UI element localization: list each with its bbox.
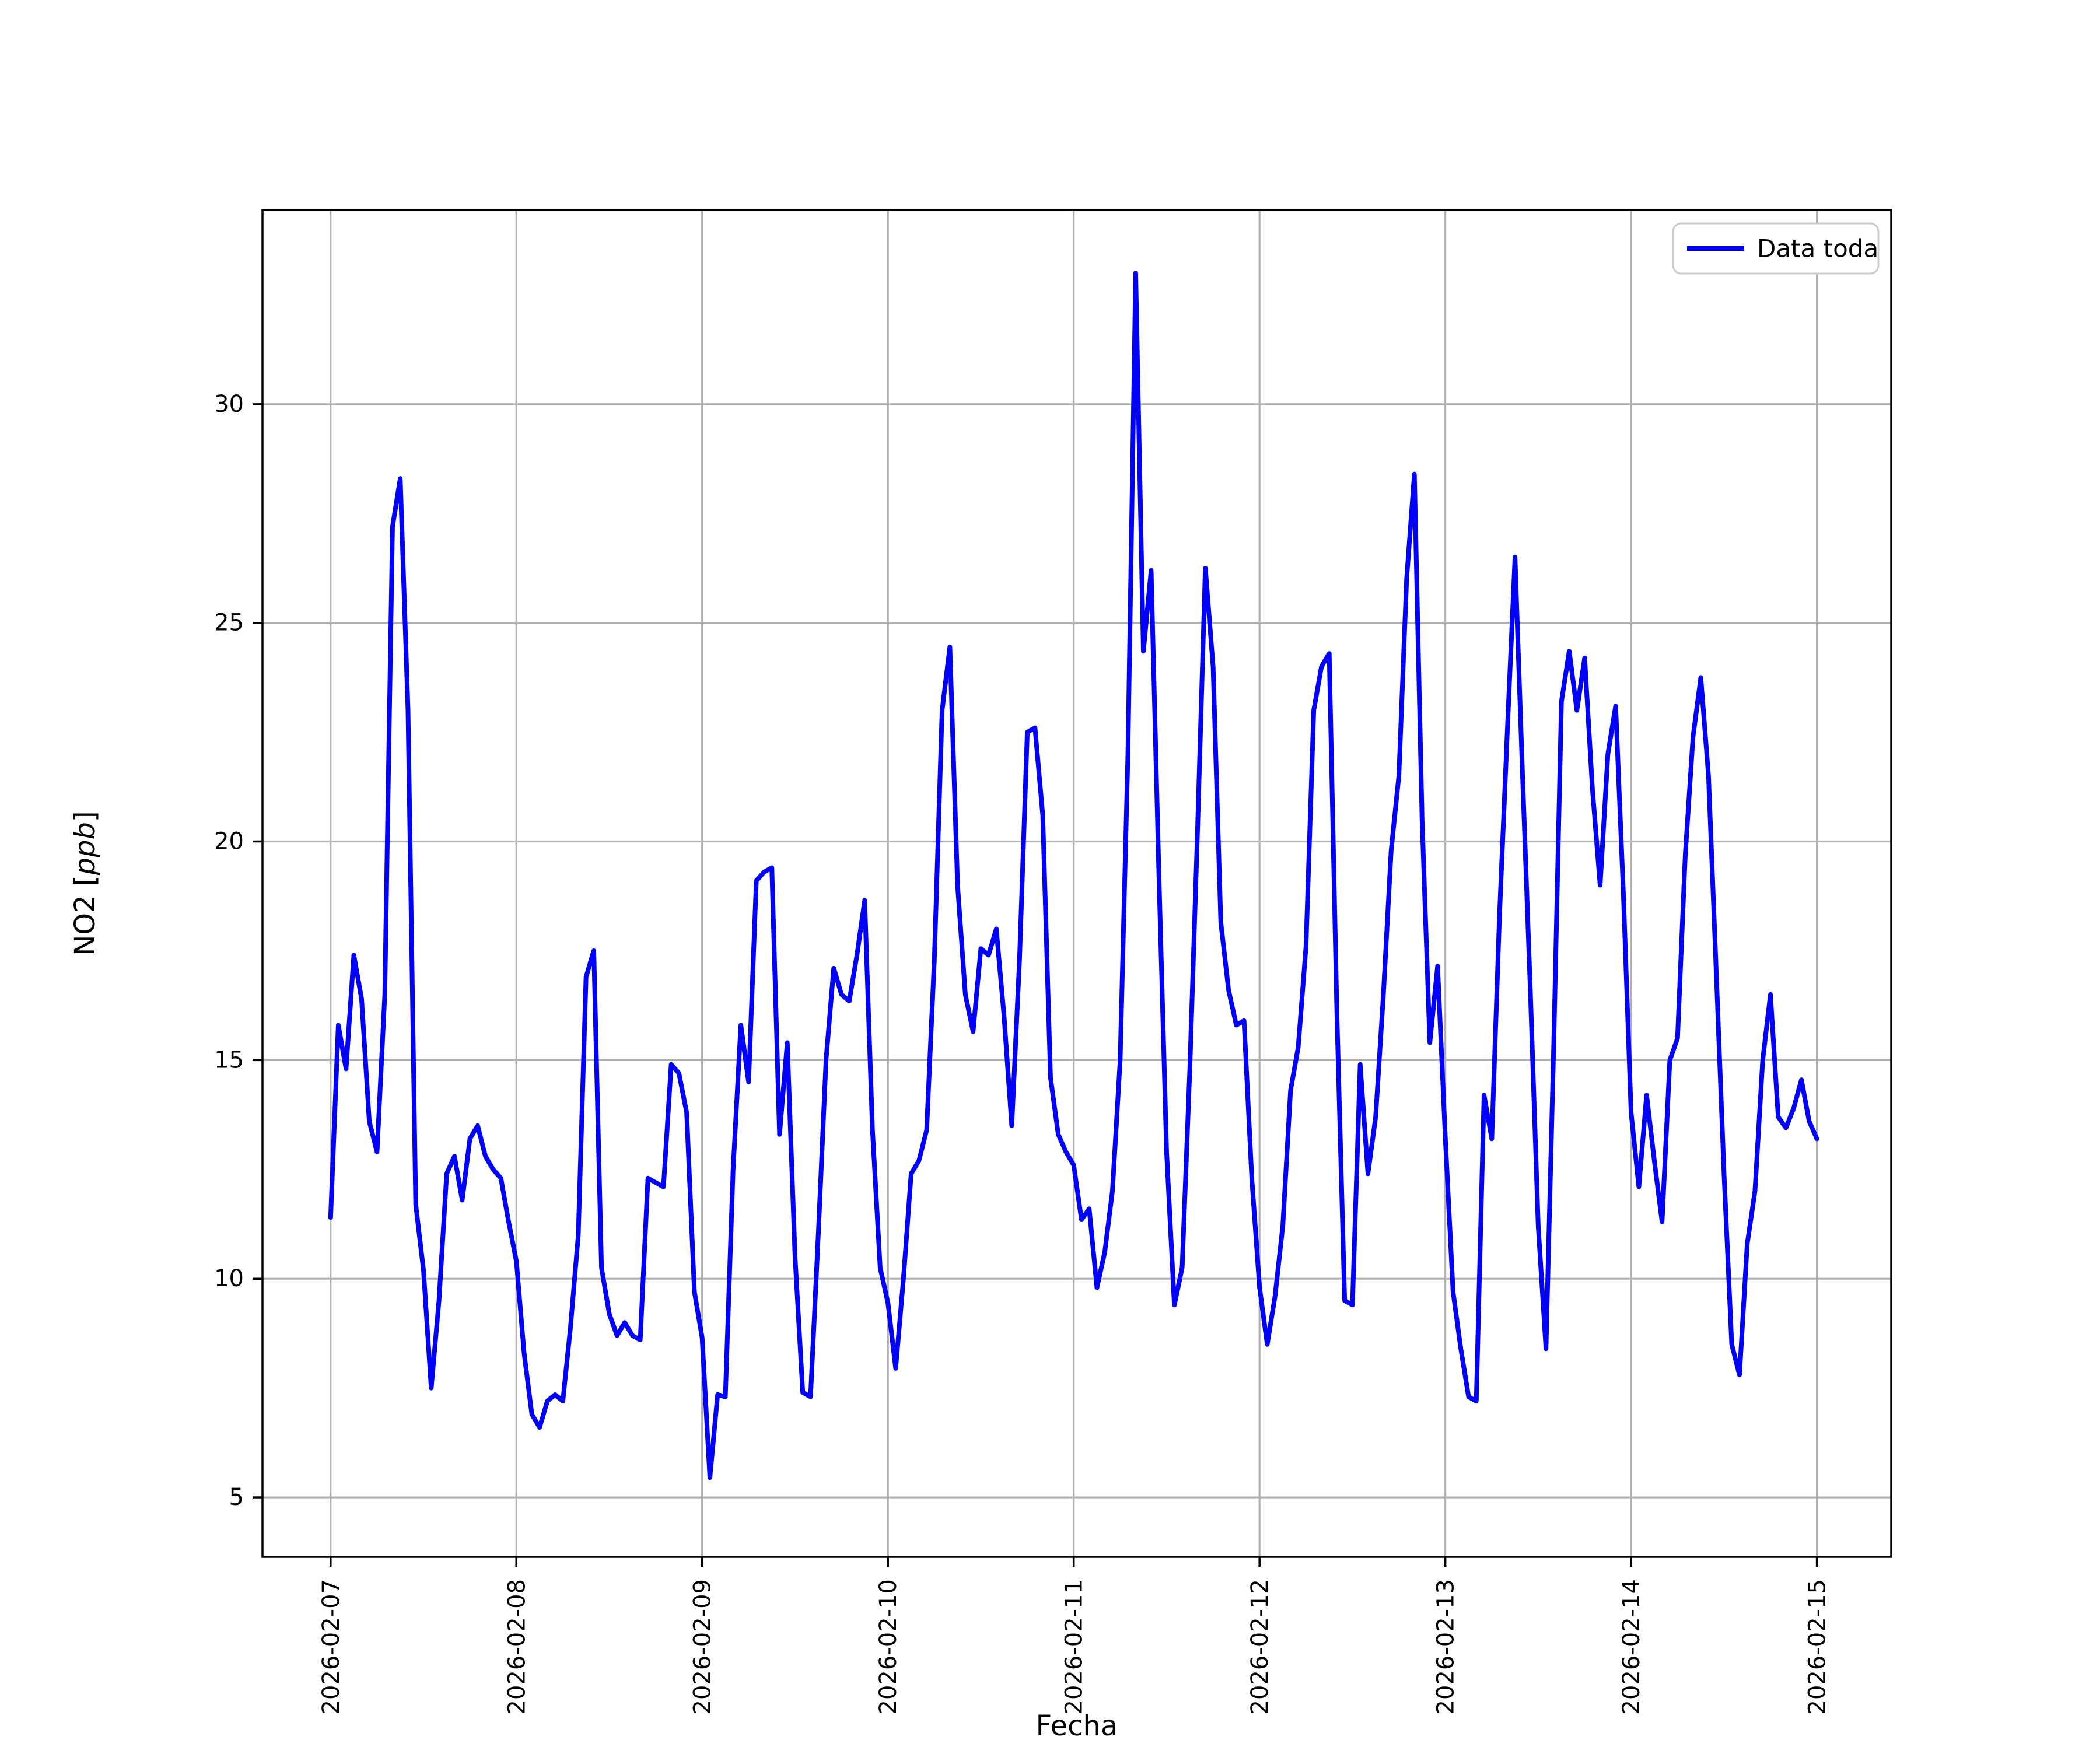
y-axis-label: NO2 [ppb] <box>69 811 102 956</box>
x-tick-label: 2026-02-15 <box>1804 1579 1831 1714</box>
data-series <box>328 271 1819 1480</box>
x-tick-label: 2026-02-13 <box>1433 1579 1460 1714</box>
axis-tick-labels: 2026-02-07 2026-02-08 2026-02-09 2026-02-10… <box>214 391 1831 1715</box>
x-tick-label: 2026-02-10 <box>875 1579 902 1714</box>
axis-ticks <box>253 403 1818 1567</box>
data-line-series <box>328 271 1819 1480</box>
x-tick-label: 2026-02-14 <box>1618 1579 1645 1714</box>
y-tick-label: 10 <box>214 1265 244 1292</box>
x-tick-label: 2026-02-08 <box>503 1579 530 1714</box>
legend: Data toda <box>1672 222 1880 275</box>
x-tick-label: 2026-02-07 <box>318 1579 345 1714</box>
legend-entry-label: Data toda <box>1757 235 1878 263</box>
gridlines <box>262 210 1891 1557</box>
x-tick-label: 2026-02-12 <box>1247 1579 1273 1714</box>
y-tick-label: 25 <box>214 610 244 636</box>
axis-labels: Fecha NO2 [ppb] <box>69 811 1118 1742</box>
y-tick-label: 15 <box>214 1046 244 1073</box>
axes-spines <box>261 209 1892 1558</box>
y-tick-label: 30 <box>214 391 244 418</box>
x-axis-label: Fecha <box>1036 1710 1118 1742</box>
x-tick-label: 2026-02-11 <box>1061 1579 1088 1714</box>
legend-box <box>1672 222 1880 275</box>
y-tick-label: 5 <box>229 1484 244 1511</box>
y-tick-label: 20 <box>214 828 244 855</box>
x-tick-label: 2026-02-09 <box>690 1579 716 1714</box>
plot-border <box>261 209 1892 1558</box>
